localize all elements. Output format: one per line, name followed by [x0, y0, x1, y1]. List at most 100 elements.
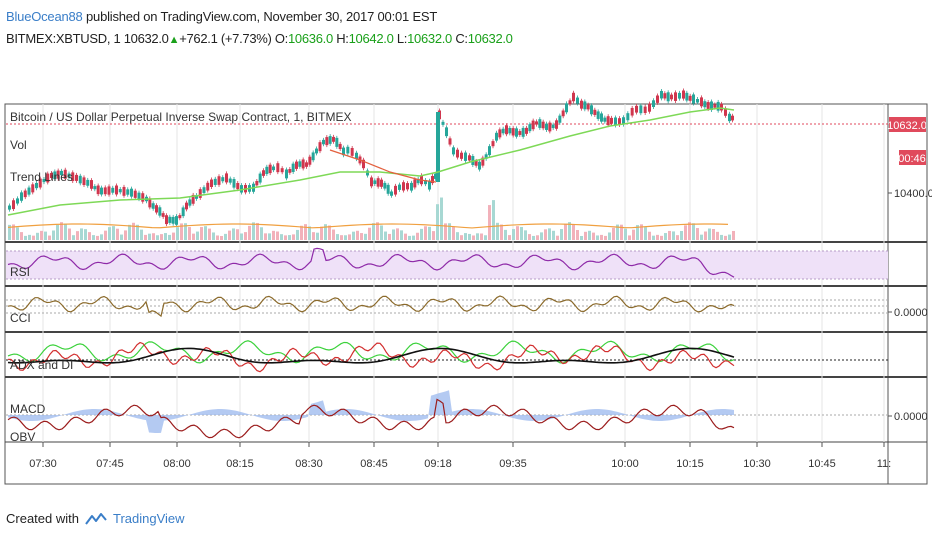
candle-body [178, 215, 182, 219]
volume-bar [48, 235, 51, 240]
volume-bar [116, 228, 119, 240]
volume-bar [12, 224, 15, 240]
candle-body [558, 115, 562, 123]
macd-axis-label: 0.0000 [894, 411, 928, 423]
volume-bar [580, 235, 583, 240]
candle-body [445, 127, 448, 137]
volume-bar [652, 235, 655, 240]
volume-bar [216, 235, 219, 240]
candle-body [593, 109, 597, 115]
candle-body [42, 178, 46, 183]
volume-bar [644, 227, 647, 240]
volume-bar [400, 230, 403, 240]
candle-body [501, 128, 505, 134]
volume-bar [336, 234, 339, 240]
candle-body [402, 182, 405, 191]
volume-bar [608, 232, 611, 240]
volume-bar [100, 234, 103, 240]
rsi-band [6, 251, 888, 279]
candle-body [202, 187, 206, 193]
candle-body [328, 136, 332, 144]
volume-bar [552, 230, 555, 240]
volume-bar [64, 223, 67, 240]
symbol-label[interactable]: BITMEX:XBTUSD, 1 [6, 31, 121, 46]
time-label: 07:45 [96, 458, 124, 470]
candle-body [576, 97, 579, 104]
chart-frame [4, 103, 928, 485]
candle-body [436, 112, 440, 182]
volume-bar [396, 228, 399, 240]
volume-bar [180, 223, 183, 240]
countdown-badge-text: 00:46 [898, 153, 926, 165]
volume-bar [240, 233, 243, 240]
volume-bar [208, 228, 211, 240]
candle-body [376, 178, 380, 187]
volume-bar [168, 234, 171, 240]
volume-bar [620, 224, 623, 240]
volume-bar [188, 227, 191, 240]
volume-bar [568, 222, 571, 240]
volume-bar [212, 232, 215, 240]
volume-bar [692, 223, 695, 240]
author-link[interactable]: BlueOcean88 [6, 9, 83, 24]
candle-body [100, 187, 103, 195]
volume-bar [332, 229, 335, 240]
tradingview-logo-icon [85, 512, 107, 525]
volume-bar [640, 224, 643, 240]
volume-bar [128, 224, 131, 240]
time-label: 10:45 [808, 458, 836, 470]
time-axis[interactable]: 07:30 07:45 08:00 08:15 08:30 08:45 09:18 09:35… [29, 442, 891, 470]
candle-body [141, 193, 145, 202]
volume-bar [292, 234, 295, 240]
volume-bar [444, 223, 447, 240]
volume-bar [484, 235, 487, 240]
volume-bar [460, 235, 463, 240]
candle-body [158, 207, 162, 216]
candle-body [456, 149, 459, 158]
candle-body [46, 173, 50, 183]
candle-body [240, 185, 243, 193]
volume-bar [24, 235, 27, 240]
time-label: 08:30 [295, 458, 323, 470]
candle-body [213, 178, 217, 185]
candle-body [606, 116, 610, 126]
volume-bar [456, 232, 459, 240]
cci-axis-label: 0.0000 [894, 307, 928, 319]
candle-body [565, 103, 568, 113]
candle-body [643, 106, 647, 113]
candle-body [434, 173, 437, 179]
candle-body [590, 105, 593, 115]
volume-bar [228, 230, 231, 240]
macd-line [7, 398, 735, 439]
candle-body [670, 94, 673, 100]
volume-bar [224, 233, 227, 240]
candle-body [295, 161, 298, 169]
candle-body [431, 175, 434, 184]
candle-body [301, 159, 305, 169]
time-label: 08:00 [163, 458, 191, 470]
tradingview-brand[interactable]: TradingView [112, 511, 185, 526]
candle-body [276, 163, 280, 173]
volume-bar [668, 230, 671, 240]
volume-bar [236, 229, 239, 240]
volume-bar [56, 224, 59, 240]
close-label: C: [455, 31, 468, 46]
candle-body [288, 169, 292, 173]
open-label: O: [274, 31, 288, 46]
volume-bar [152, 233, 155, 240]
volume-bar [500, 224, 503, 240]
candle-body [232, 179, 236, 188]
di-plus-line [7, 340, 735, 364]
candle-body [318, 142, 322, 152]
candle-body [555, 120, 558, 129]
volume-bar [676, 235, 679, 240]
volume-bar [200, 227, 203, 240]
candle-body [63, 169, 67, 179]
volume-bar [424, 226, 427, 240]
volume-bar [696, 228, 699, 240]
volume-bar [368, 227, 371, 240]
volume-bar [492, 200, 495, 240]
candle-body [491, 141, 495, 147]
candle-body [580, 100, 583, 109]
